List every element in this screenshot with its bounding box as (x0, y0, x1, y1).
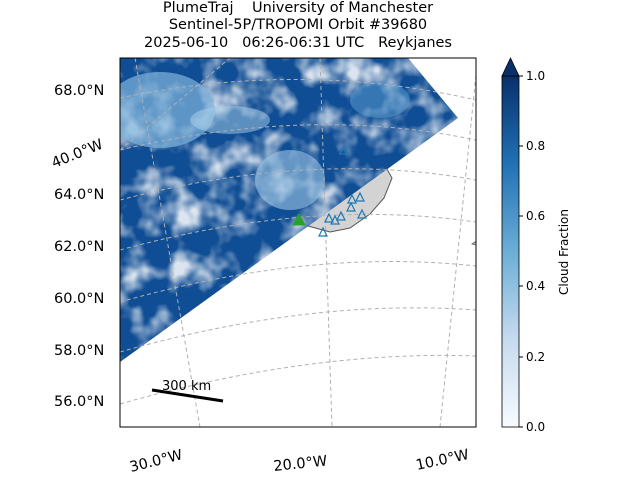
lat-label-68: 68.0°N (54, 83, 104, 99)
faroe-land (471, 240, 476, 246)
lon-label-20w: 20.0°W (273, 453, 328, 475)
colorbar-label: Cloud Fraction (557, 209, 571, 295)
volcano-marker (292, 212, 306, 226)
plot-title-line1: PlumeTraj University of Manchester (162, 0, 434, 16)
lon-label-40w: 40.0°W (50, 137, 106, 172)
colorbar-extend-max (501, 57, 520, 77)
plot-title-line2: Sentinel-5P/TROPOMI Orbit #39680 (168, 17, 428, 33)
colorbar-tick-1: 0.2 (526, 350, 545, 364)
scale-bar (151, 388, 224, 403)
graticule (120, 58, 476, 427)
colorbar-tick-2: 0.4 (526, 279, 545, 293)
station-markers (318, 144, 367, 237)
lat-label-64: 64.0°N (54, 187, 104, 203)
plot-title-line3: 2025-06-10 06:26-06:31 UTC Reykjanes (144, 35, 452, 51)
lon-label-30w: 30.0°W (128, 447, 184, 476)
lat-label-60: 60.0°N (54, 291, 104, 307)
colorbar: 0.0 0.2 0.4 0.6 0.8 1.0 Cloud Fraction (501, 57, 571, 434)
colorbar-tick-3: 0.6 (526, 209, 545, 223)
map-frame (119, 57, 477, 428)
lat-label-58: 58.0°N (54, 343, 104, 359)
lat-label-62: 62.0°N (54, 239, 104, 255)
colorbar-tick-0: 0.0 (526, 420, 545, 434)
scale-bar-label: 300 km (162, 379, 211, 394)
colorbar-tick-5: 1.0 (526, 69, 545, 83)
cloud-fraction-swath (120, 58, 458, 362)
colorbar-tick-4: 0.8 (526, 139, 545, 153)
map-area (120, 58, 476, 427)
lon-label-10w: 10.0°W (415, 447, 471, 474)
lat-label-56: 56.0°N (54, 394, 104, 410)
